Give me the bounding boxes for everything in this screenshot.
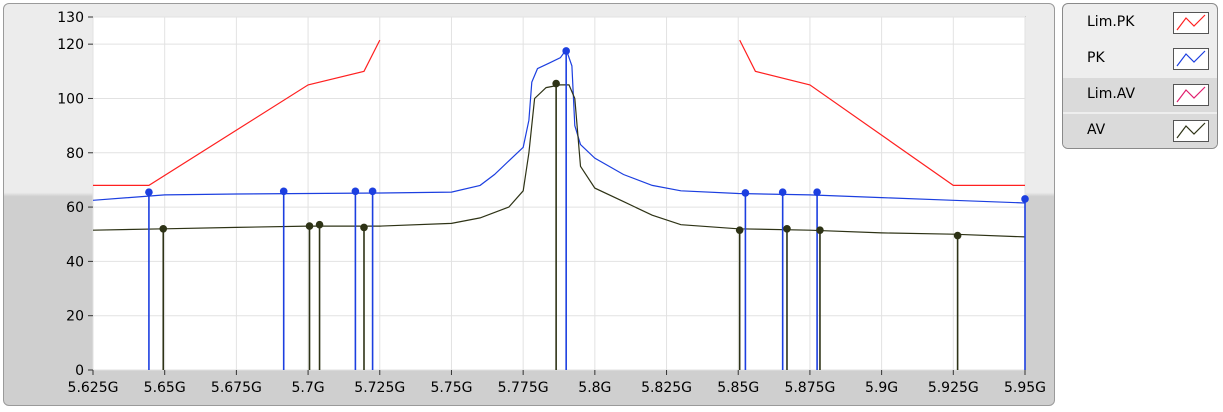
legend-swatch-line <box>1176 50 1206 67</box>
y-tick-label: 40 <box>66 254 84 270</box>
x-tick-label: 5.625G <box>68 380 119 396</box>
x-tick-label: 5.65G <box>144 380 186 396</box>
legend-label: Lim.PK <box>1087 14 1135 30</box>
series-line-pk <box>92 48 1026 204</box>
y-tick-label: 0 <box>75 363 84 379</box>
legend-swatch-icon <box>1173 12 1209 34</box>
marker-point-av[interactable] <box>816 226 824 234</box>
y-tick-label: 80 <box>66 146 84 162</box>
y-tick-label: 130 <box>57 10 84 26</box>
plot-legend: Lim.PK PK Lim.AV AV <box>1062 3 1218 149</box>
marker-point-av[interactable] <box>735 226 744 234</box>
x-tick-label: 5.925G <box>928 380 979 396</box>
marker-point-pk[interactable] <box>741 189 750 197</box>
x-tick-label: 5.675G <box>211 380 262 396</box>
marker-point-pk[interactable] <box>778 188 787 196</box>
legend-swatch-line <box>1176 86 1206 103</box>
marker-point-av[interactable] <box>953 231 962 240</box>
marker-point-pk[interactable] <box>279 187 288 196</box>
marker-point-av[interactable] <box>305 222 314 230</box>
legend-label: PK <box>1087 50 1105 66</box>
legend-item-pk[interactable]: PK <box>1063 42 1217 76</box>
x-tick-label: 5.9G <box>865 380 898 396</box>
legend-swatch-icon <box>1173 120 1209 142</box>
legend-swatch-line <box>1176 122 1206 139</box>
legend-label: AV <box>1087 122 1106 138</box>
x-tick-label: 5.8G <box>578 380 611 396</box>
marker-point-av[interactable] <box>315 220 324 229</box>
legend-swatch-line <box>1176 14 1206 31</box>
marker-point-av[interactable] <box>552 79 560 88</box>
legend-swatch-icon <box>1173 84 1209 106</box>
marker-point-pk[interactable] <box>351 187 360 196</box>
marker-point-pk[interactable] <box>562 47 570 55</box>
legend-label: Lim.AV <box>1087 86 1136 102</box>
marker-point-pk[interactable] <box>813 188 821 196</box>
marker-point-av[interactable] <box>360 223 368 232</box>
x-tick-label: 5.7G <box>292 380 325 396</box>
marker-point-pk[interactable] <box>1021 195 1029 203</box>
marker-point-pk[interactable] <box>145 188 153 196</box>
series-line-lim-pk <box>739 39 1025 186</box>
y-tick-label: 100 <box>57 91 84 107</box>
legend-item-av[interactable]: AV <box>1063 114 1217 148</box>
marker-point-pk[interactable] <box>368 187 377 196</box>
x-tick-label: 5.85G <box>717 380 759 396</box>
x-tick-label: 5.775G <box>498 380 549 396</box>
x-tick-label: 5.75G <box>430 380 472 396</box>
marker-point-av[interactable] <box>159 225 168 233</box>
legend-swatch-icon <box>1173 48 1209 70</box>
y-tick-label: 120 <box>57 37 84 53</box>
series-line-lim-pk <box>93 39 381 186</box>
x-tick-label: 5.725G <box>354 380 405 396</box>
y-tick-label: 60 <box>66 200 84 216</box>
marker-point-av[interactable] <box>783 225 791 233</box>
y-tick-label: 20 <box>66 309 84 325</box>
x-tick-label: 5.825G <box>641 380 692 396</box>
legend-item-lim-av[interactable]: Lim.AV <box>1063 78 1217 112</box>
x-tick-label: 5.875G <box>784 380 835 396</box>
legend-item-lim-pk[interactable]: Lim.PK <box>1063 6 1217 40</box>
x-tick-label: 5.95G <box>1004 380 1046 396</box>
